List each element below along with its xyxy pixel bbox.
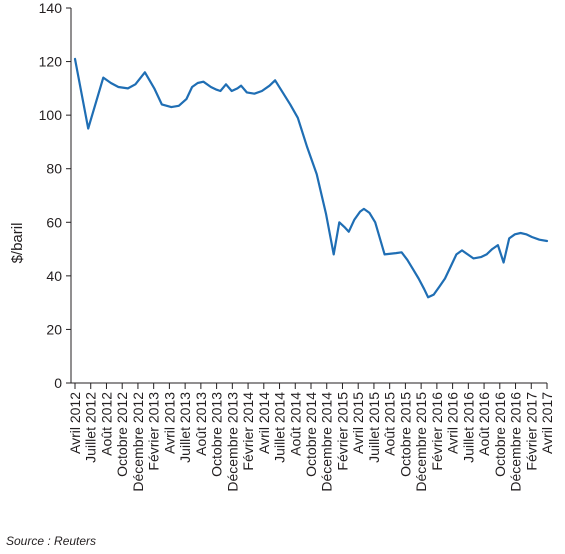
x-tick-label: Juillet 2016 — [460, 392, 476, 463]
x-tick-label: Décembre 2016 — [508, 392, 524, 492]
x-tick-label: Juillet 2013 — [177, 392, 193, 463]
x-tick-label: Août 2013 — [193, 392, 209, 456]
y-tick-label: 140 — [39, 0, 63, 16]
x-tick-label: Août 2012 — [98, 392, 114, 456]
x-tick-label: Octobre 2014 — [303, 392, 319, 477]
x-tick-label: Février 2016 — [429, 392, 445, 471]
x-tick-label: Août 2015 — [382, 392, 398, 456]
y-axis-title: $/baril — [9, 223, 26, 264]
y-tick-label: 20 — [46, 321, 62, 337]
y-tick-label: 40 — [46, 268, 62, 284]
x-tick-label: Février 2013 — [146, 392, 162, 471]
x-tick-label: Décembre 2014 — [319, 392, 335, 492]
x-tick-label: Décembre 2013 — [224, 392, 240, 492]
x-tick-label: Août 2016 — [476, 392, 492, 456]
x-tick-label: Juillet 2012 — [83, 392, 99, 463]
series-line — [73, 57, 549, 299]
x-tick-label: Juillet 2015 — [366, 392, 382, 463]
x-ticks: Avril 2012 Juillet 2012 Août 2012 Octobre 2… — [67, 383, 555, 492]
x-tick-label: Octobre 2015 — [397, 392, 413, 477]
y-tick-label: 80 — [46, 161, 62, 177]
x-tick-label: Août 2014 — [287, 392, 303, 456]
x-tick-label: Février 2014 — [240, 392, 256, 471]
y-tick-label: 0 — [54, 375, 62, 391]
y-tick-label: 100 — [39, 107, 63, 123]
x-tick-label: Octobre 2013 — [209, 392, 225, 477]
x-tick-label: Février 2015 — [334, 392, 350, 471]
x-tick-label: Avril 2014 — [256, 392, 272, 454]
x-tick-label: Avril 2017 — [539, 392, 555, 454]
x-tick-label: Octobre 2012 — [114, 392, 130, 477]
x-tick-label: Février 2017 — [523, 392, 539, 471]
x-tick-label: Avril 2016 — [445, 392, 461, 454]
x-tick-label: Avril 2013 — [161, 392, 177, 454]
y-tick-label: 120 — [39, 54, 63, 70]
x-tick-label: Juillet 2014 — [272, 392, 288, 463]
y-ticks: 0 20 40 60 80 100 120 140 — [39, 0, 71, 391]
x-tick-label: Avril 2015 — [350, 392, 366, 454]
x-tick-label: Octobre 2016 — [492, 392, 508, 477]
x-tick-label: Décembre 2015 — [413, 392, 429, 492]
source-note: Source : Reuters — [6, 534, 97, 548]
x-tick-label: Décembre 2012 — [130, 392, 146, 492]
y-tick-label: 60 — [46, 214, 62, 230]
x-tick-label: Avril 2012 — [67, 392, 83, 454]
